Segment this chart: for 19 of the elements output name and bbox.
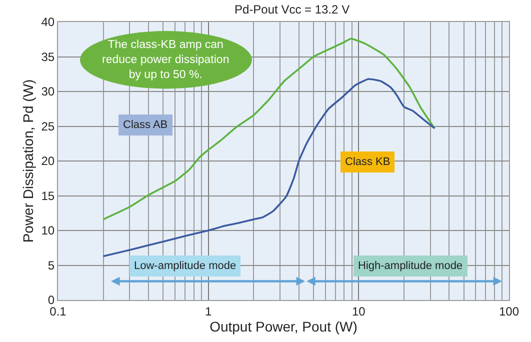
- y-axis-title: Power Dissipation, Pd (W): [20, 79, 36, 243]
- y-tick-label: 25: [41, 119, 55, 134]
- y-tick-label: 10: [41, 224, 55, 238]
- x-tick-label: 1: [204, 304, 212, 318]
- annotation: Class AB: [123, 119, 168, 131]
- annotation: Class KB: [345, 156, 390, 168]
- x-tick-label: 100: [498, 304, 520, 318]
- y-tick-label: 15: [41, 188, 55, 203]
- x-axis-title: Output Power, Pout (W): [210, 318, 358, 334]
- annotation: The class-KB amp can reduce power dissipation by up to 50 %.: [102, 39, 230, 81]
- y-tick-label: 5: [48, 258, 55, 272]
- y-tick-label: 40: [41, 15, 55, 30]
- y-tick-label: 20: [41, 154, 55, 168]
- y-tick-label: 35: [41, 50, 55, 64]
- annotation: High-amplitude mode: [358, 260, 463, 272]
- x-tick-label: 10: [352, 304, 366, 318]
- chart-title: Pd-Pout Vcc = 13.2 V: [234, 2, 350, 17]
- annotation: Low-amplitude mode: [134, 260, 236, 272]
- y-tick-label: 30: [41, 84, 55, 99]
